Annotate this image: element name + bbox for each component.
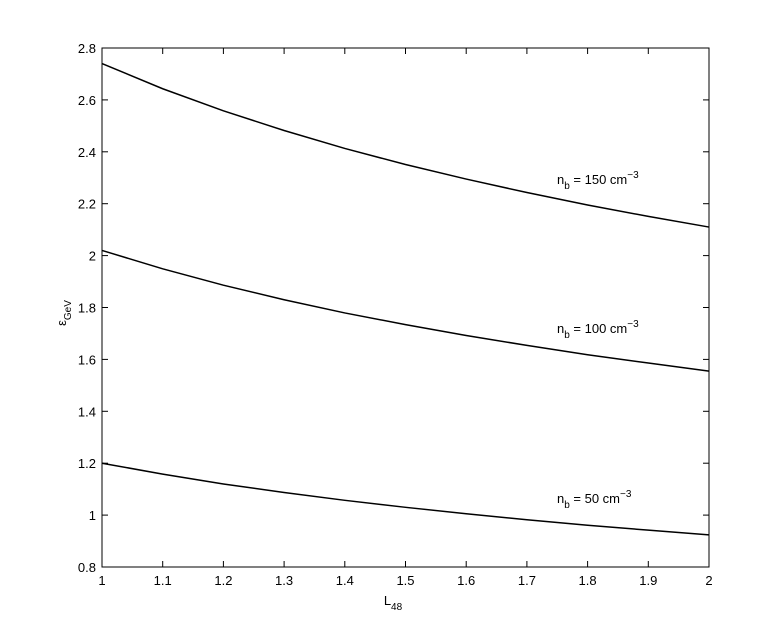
x-tick-label: 1.4: [336, 573, 354, 588]
label-sup: −3: [620, 489, 632, 500]
y-tick-label: 1.8: [78, 301, 96, 316]
curve-label: nb = 100 cm−3: [557, 319, 639, 341]
y-tick-label: 2.4: [78, 145, 96, 160]
x-label-sub: 48: [391, 602, 403, 613]
x-axis-label: L48: [384, 593, 403, 613]
x-tick-label: 1.2: [214, 573, 232, 588]
plot-frame: [101, 47, 710, 568]
series-line: [101, 62, 710, 228]
label-base: n: [557, 491, 564, 506]
label-sub: b: [564, 500, 570, 511]
x-tick-label: 1: [98, 573, 105, 588]
x-tick-label: 1.3: [275, 573, 293, 588]
curve-label: nb = 150 cm−3: [557, 170, 639, 192]
series-line: [101, 249, 710, 372]
label-base: n: [557, 172, 564, 187]
x-tick-label: 2: [705, 573, 712, 588]
label-text: = 150 cm: [570, 172, 627, 187]
x-tick-label: 1.9: [639, 573, 657, 588]
y-tick-label: 1.4: [78, 404, 96, 419]
label-sup: −3: [627, 170, 639, 181]
y-tick-label: 0.8: [78, 560, 96, 575]
y-tick-label: 1.2: [78, 456, 96, 471]
y-tick-label: 1.6: [78, 352, 96, 367]
label-text: = 100 cm: [570, 321, 627, 336]
label-sub: b: [564, 181, 570, 192]
x-tick-label: 1.7: [518, 573, 536, 588]
label-sup: −3: [627, 319, 639, 330]
y-tick-label: 1: [89, 508, 96, 523]
label-base: n: [557, 321, 564, 336]
curve-label: nb = 50 cm−3: [557, 489, 632, 511]
y-tick-label: 2.2: [78, 197, 96, 212]
y-tick-label: 2: [89, 249, 96, 264]
y-label-base: ε: [54, 320, 69, 326]
x-label-base: L: [384, 593, 391, 608]
y-tick-label: 2.6: [78, 93, 96, 108]
y-tick-label: 2.8: [78, 41, 96, 56]
y-axis-label: εGeV: [54, 300, 74, 326]
series-line: [101, 462, 710, 536]
x-tick-label: 1.1: [154, 573, 172, 588]
x-tick-label: 1.8: [579, 573, 597, 588]
label-sub: b: [564, 330, 570, 341]
x-tick-label: 1.5: [396, 573, 414, 588]
label-text: = 50 cm: [570, 491, 620, 506]
x-tick-label: 1.6: [457, 573, 475, 588]
y-label-sub: GeV: [63, 300, 74, 320]
